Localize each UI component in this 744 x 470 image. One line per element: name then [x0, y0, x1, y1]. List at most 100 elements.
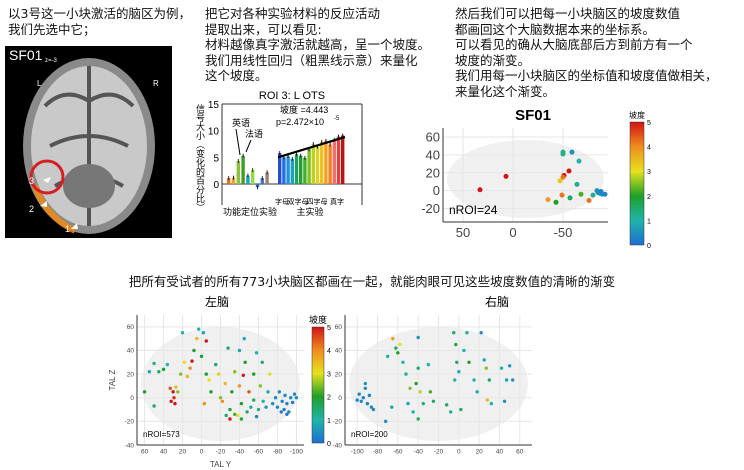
bar [299, 155, 303, 184]
highlight-circle [29, 159, 65, 195]
data-point [398, 342, 402, 347]
x-tick-label: 60 [141, 449, 149, 456]
data-point [185, 374, 189, 379]
bottom-heading: 把所有受试者的所有773小块脑区都画在一起，就能肉眼可见这些坡度数值的清晰的渐变 [128, 274, 616, 289]
text-line: 来量化这个渐变。 [455, 83, 556, 99]
colorbar-tick: 1 [327, 418, 331, 425]
data-point [431, 399, 436, 403]
data-point [285, 412, 289, 416]
data-point [391, 336, 395, 341]
x-tick-label: 50 [456, 225, 470, 240]
bar [231, 177, 236, 184]
data-point [254, 351, 259, 355]
data-point [142, 390, 147, 394]
data-point [578, 191, 584, 197]
data-point [586, 198, 592, 204]
text-line: 我们用每一小块脑区的坐标值和坡度值做相关， [455, 68, 718, 83]
data-point [247, 390, 251, 394]
brain-mri-image: SF01 z=-3 L R 3 2 1 [5, 46, 172, 238]
data-point [201, 331, 206, 335]
text-line: 坡度的渐变。 [455, 52, 531, 68]
data-point [414, 381, 418, 386]
data-point [275, 405, 280, 409]
data-point [178, 372, 183, 376]
data-point [161, 367, 166, 372]
data-point [390, 405, 394, 409]
data-point [394, 346, 398, 350]
x-tick-label: -60 [254, 449, 264, 456]
data-point [426, 362, 431, 367]
data-point [226, 346, 230, 350]
data-point [182, 360, 187, 364]
data-point [277, 390, 282, 394]
y-tick-label: 0 [213, 180, 219, 191]
data-point [252, 398, 256, 402]
x-tick-label: 0 [509, 225, 516, 240]
y-tick-label: 20 [426, 165, 440, 180]
colorbar-tick: 4 [647, 145, 651, 152]
data-point [290, 400, 295, 405]
bar [341, 135, 345, 184]
data-point [484, 366, 488, 370]
data-point [598, 189, 604, 195]
data-point [502, 399, 507, 403]
y-tick-label: 0 [130, 395, 134, 402]
x-tick-label: -20 [434, 449, 444, 456]
data-point [472, 378, 476, 382]
data-point [477, 187, 483, 193]
bar [290, 158, 294, 184]
slice-label: z=-3 [45, 58, 58, 64]
y-tick-label: 60 [127, 324, 135, 331]
panel3-text: 然后我们可以把每一小块脑区的坡度数值 都画回这个大脑数据本来的坐标系。 可以看见… [455, 6, 718, 99]
data-point [252, 372, 256, 376]
data-point [256, 407, 261, 412]
data-point [574, 181, 580, 187]
data-point [421, 401, 425, 406]
bar [303, 157, 307, 184]
data-point [404, 372, 408, 376]
pointer-line [235, 128, 241, 156]
text-line: 材料越像真字激活就越高，呈一个坡度。 [205, 37, 431, 52]
bar [278, 153, 282, 184]
bar [241, 155, 245, 184]
data-point [418, 390, 422, 394]
bar [315, 146, 320, 184]
bar [311, 144, 315, 184]
data-point [174, 385, 178, 389]
data-point [465, 331, 469, 335]
bar [286, 156, 290, 184]
data-point [462, 348, 466, 353]
data-point [285, 401, 289, 406]
y-tick-label: 0 [338, 395, 342, 402]
data-point [230, 390, 234, 394]
data-point [228, 417, 232, 421]
data-point [448, 410, 453, 414]
data-point [237, 384, 242, 388]
french-label: 法语 [245, 128, 263, 139]
data-point [258, 384, 263, 388]
y-tick-label: 40 [426, 147, 440, 162]
x-label: 四字母 [307, 197, 328, 206]
data-point [209, 390, 213, 394]
data-point [489, 401, 494, 406]
data-point [452, 331, 456, 335]
group-label-localizer: 功能定位实验 [223, 206, 277, 217]
data-point [361, 396, 365, 400]
data-point [560, 174, 566, 180]
data-point [365, 401, 370, 406]
english-label: 英语 [232, 117, 250, 128]
x-tick-label: 20 [179, 449, 187, 456]
data-point [235, 413, 240, 418]
data-point [214, 362, 218, 367]
x-tick-label: -20 [216, 449, 226, 456]
data-point [190, 359, 194, 363]
slope-annotation: 坡度 =4.443 [280, 104, 328, 115]
y-tick-label: 10 [208, 127, 220, 138]
y-tick-label: -20 [333, 419, 343, 426]
y-tick-label: -40 [333, 442, 343, 449]
data-point [239, 401, 244, 406]
x-label: 真字 [330, 197, 344, 206]
y-tick-label: 40 [127, 348, 135, 355]
bar [336, 136, 341, 184]
y-tick-label: 0 [433, 183, 440, 198]
